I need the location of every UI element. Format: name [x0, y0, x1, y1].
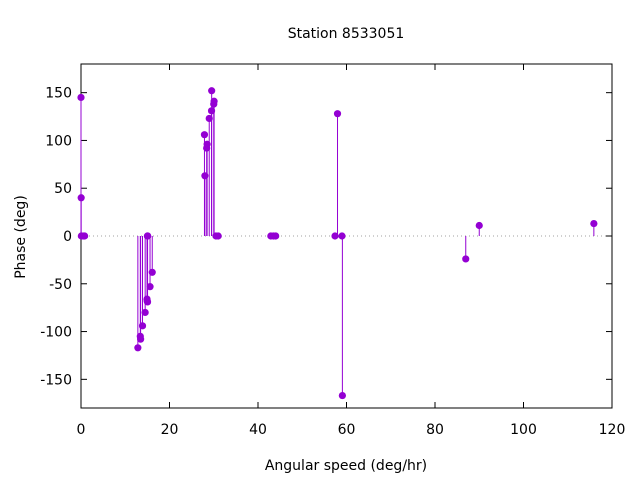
data-point	[137, 335, 145, 343]
x-tick-label: 0	[77, 422, 86, 438]
data-point	[148, 268, 156, 276]
data-point	[210, 97, 218, 105]
data-point	[475, 221, 483, 230]
plot-frame	[80, 63, 613, 409]
data-point	[272, 232, 280, 240]
x-tick-label: 80	[426, 422, 444, 438]
y-tick-label: 100	[45, 133, 72, 149]
chart-title: Station 8533051	[288, 26, 405, 42]
y-tick-label: -150	[40, 372, 72, 388]
x-axis-label: Angular speed (deg/hr)	[265, 458, 427, 474]
y-tick-label: -100	[40, 325, 72, 341]
data-point	[77, 194, 85, 202]
data-point	[331, 232, 339, 240]
data-point	[338, 232, 346, 240]
data-point	[141, 308, 149, 317]
data-point	[138, 322, 147, 330]
y-axis-label: Phase (deg)	[13, 195, 29, 279]
data-point	[590, 219, 598, 228]
data-point	[207, 107, 216, 115]
plot-area: 0 20 40 60 80 100 120 -150 -100 -50 0 50 100 150	[40, 63, 626, 438]
y-tick-label: 50	[54, 181, 72, 197]
data-point	[462, 255, 470, 263]
data-point	[81, 232, 89, 240]
data-point	[144, 232, 152, 240]
data-point	[214, 232, 222, 240]
x-tick-label: 20	[161, 422, 179, 438]
x-tick-label: 120	[599, 422, 626, 438]
data-point	[203, 140, 211, 148]
y-tick-label: 150	[45, 86, 72, 102]
data-point	[338, 391, 346, 400]
y-tick-label: -50	[49, 277, 72, 293]
data-point	[333, 110, 342, 118]
data-point	[200, 131, 209, 139]
x-tick-label: 100	[510, 422, 537, 438]
x-tick-label: 60	[338, 422, 356, 438]
data-point	[146, 283, 154, 291]
data-point	[77, 93, 85, 102]
x-tick-label: 40	[249, 422, 267, 438]
data-point	[201, 172, 209, 180]
data-point	[208, 87, 216, 95]
y-tick-label: 0	[63, 229, 72, 245]
data-point	[134, 344, 142, 352]
data-point	[143, 298, 152, 306]
data-point	[205, 114, 213, 123]
